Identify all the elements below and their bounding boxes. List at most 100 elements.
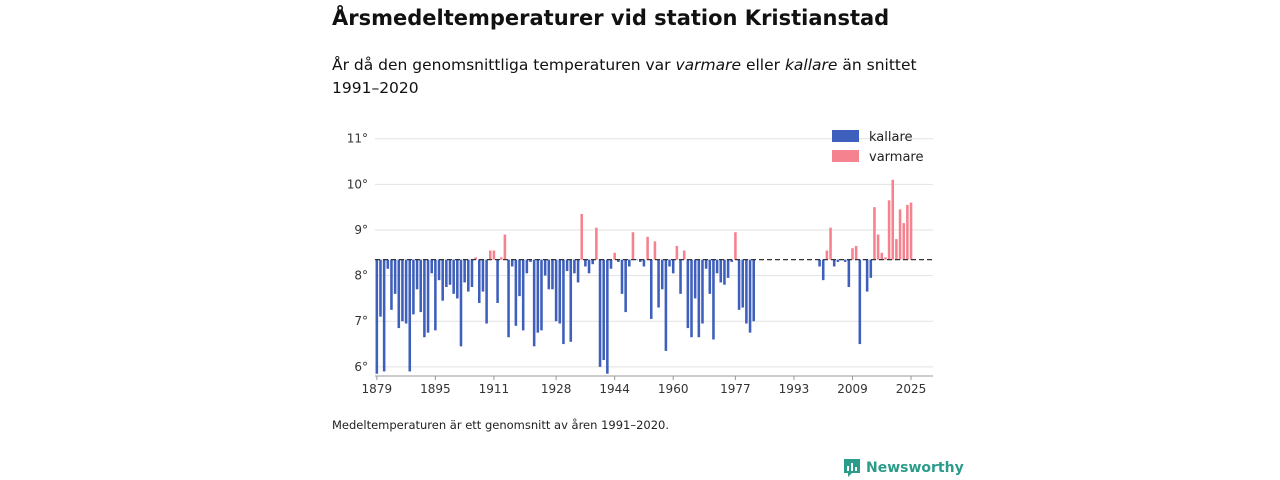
- bar-1907: [478, 259, 481, 303]
- bar-2001: [821, 259, 825, 281]
- x-tick-label: 1993: [779, 382, 810, 396]
- brand-name: Newsworthy: [866, 460, 964, 476]
- bar-1882: [386, 259, 390, 269]
- bar-1971: [712, 259, 715, 340]
- bar-1956: [657, 259, 660, 308]
- subtitle-warm-word: varmare: [675, 56, 742, 74]
- bar-1935: [580, 213, 584, 260]
- bar-1942: [606, 259, 609, 374]
- bar-2023: [902, 223, 906, 260]
- bar-1966: [693, 259, 697, 299]
- bar-1967: [697, 259, 701, 338]
- bar-1890: [415, 259, 419, 290]
- bar-2004: [832, 259, 836, 267]
- bar-2011: [858, 259, 862, 345]
- bar-1976: [730, 259, 734, 262]
- bar-1978: [737, 259, 741, 310]
- bar-1958: [664, 259, 668, 351]
- bar-2022: [898, 209, 902, 260]
- y-tick-label: 10°: [347, 177, 368, 191]
- bar-1960: [671, 259, 675, 274]
- bar-1959: [668, 259, 671, 267]
- bar-1906: [474, 257, 477, 260]
- bar-1929: [558, 259, 562, 324]
- bars: [375, 179, 913, 374]
- bar-1923: [536, 259, 540, 333]
- bar-1914: [503, 234, 507, 260]
- y-axis: 6° 7° 8° 9° 10° 11°: [347, 132, 368, 374]
- bar-1972: [715, 259, 719, 274]
- bar-1965: [690, 259, 693, 338]
- bar-2005: [836, 259, 840, 262]
- bar-1941: [602, 259, 605, 361]
- bar-1884: [393, 259, 397, 294]
- bar-1952: [642, 259, 646, 267]
- bar-1963: [682, 250, 686, 260]
- bar-1927: [551, 259, 554, 290]
- bar-2017: [880, 252, 884, 260]
- bar-1902: [459, 259, 463, 347]
- bar-1957: [660, 259, 664, 290]
- bar-2013: [865, 259, 869, 292]
- bar-1892: [423, 259, 426, 338]
- legend-swatch-cold: [832, 130, 859, 142]
- bar-1925: [543, 259, 547, 276]
- x-tick-label: 2009: [837, 382, 868, 396]
- bar-1979: [741, 259, 745, 308]
- x-axis: 1879 1895 1911 1928 1944 1960 1977 1993 2009 2025: [362, 375, 933, 396]
- x-tick-label: 1977: [720, 382, 751, 396]
- bar-1938: [591, 259, 594, 265]
- y-tick-label: 9°: [354, 223, 368, 237]
- bar-1928: [554, 259, 558, 322]
- bar-1932: [569, 259, 573, 342]
- bar-1934: [576, 259, 580, 283]
- bar-1949: [631, 232, 635, 260]
- y-tick-label: 6°: [354, 360, 368, 374]
- bar-1896: [437, 259, 441, 281]
- bar-1886: [401, 259, 404, 322]
- bar-1894: [430, 259, 433, 274]
- bar-2003: [829, 227, 832, 260]
- legend-label-warm: varmare: [869, 150, 923, 165]
- subtitle-part-1: År då den genomsnittliga temperaturen va…: [332, 56, 676, 74]
- bar-1899: [448, 259, 452, 285]
- y-tick-label: 7°: [354, 314, 368, 328]
- subtitle-part-3: än snittet 1991–2020: [332, 56, 917, 97]
- bar-2020: [891, 179, 895, 260]
- bar-2010: [854, 245, 858, 260]
- bar-1939: [595, 227, 598, 260]
- bar-2016: [876, 234, 880, 260]
- bar-1943: [609, 259, 613, 269]
- bar-1982: [752, 259, 755, 322]
- x-tick-label: 2025: [896, 382, 927, 396]
- bar-2002: [825, 250, 829, 260]
- bar-1975: [726, 259, 730, 278]
- bar-1936: [584, 259, 587, 267]
- bar-1901: [456, 259, 459, 299]
- legend: kallare varmare: [832, 130, 923, 165]
- bar-1931: [565, 259, 569, 272]
- bar-1910: [488, 250, 492, 260]
- bar-1937: [587, 259, 591, 274]
- bar-1909: [485, 259, 488, 324]
- bar-2018: [884, 257, 887, 260]
- newsworthy-logo-icon: [844, 459, 860, 477]
- bar-1885: [397, 259, 401, 329]
- bar-1880: [379, 259, 382, 317]
- x-tick-label: 1879: [362, 382, 393, 396]
- bar-1917: [514, 259, 518, 326]
- y-tick-label: 11°: [347, 132, 368, 146]
- bar-2000: [818, 259, 821, 267]
- bar-1916: [510, 259, 514, 267]
- bar-1964: [686, 259, 690, 329]
- chart-subtitle: År då den genomsnittliga temperaturen va…: [332, 54, 932, 100]
- bar-1879: [375, 259, 379, 374]
- bar-2007: [843, 259, 847, 262]
- bar-1946: [620, 259, 624, 294]
- bar-1926: [547, 259, 551, 290]
- y-gridlines: [375, 138, 933, 368]
- brand-logo[interactable]: Newsworthy: [843, 458, 964, 478]
- bar-1981: [748, 259, 752, 333]
- bar-1904: [467, 259, 470, 292]
- bar-1962: [679, 259, 682, 294]
